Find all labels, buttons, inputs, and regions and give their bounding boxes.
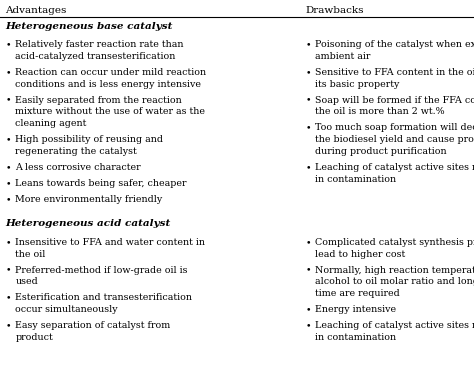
Text: Sensitive to FFA content in the oil due to: Sensitive to FFA content in the oil due … — [315, 68, 474, 77]
Text: Leans towards being safer, cheaper: Leans towards being safer, cheaper — [15, 179, 187, 188]
Text: Energy intensive: Energy intensive — [315, 305, 396, 314]
Text: •: • — [306, 305, 311, 314]
Text: •: • — [6, 293, 11, 302]
Text: product: product — [15, 333, 53, 342]
Text: alcohol to oil molar ratio and long reaction: alcohol to oil molar ratio and long reac… — [315, 277, 474, 287]
Text: •: • — [6, 40, 11, 49]
Text: Drawbacks: Drawbacks — [306, 6, 364, 15]
Text: time are required: time are required — [315, 289, 400, 298]
Text: Easy separation of catalyst from: Easy separation of catalyst from — [15, 321, 171, 330]
Text: acid-catalyzed transesterification: acid-catalyzed transesterification — [15, 52, 176, 61]
Text: the oil: the oil — [15, 249, 46, 259]
Text: •: • — [6, 179, 11, 188]
Text: •: • — [6, 135, 11, 144]
Text: Soap will be formed if the FFA content in: Soap will be formed if the FFA content i… — [315, 96, 474, 105]
Text: •: • — [306, 40, 311, 49]
Text: in contamination: in contamination — [315, 333, 396, 342]
Text: •: • — [306, 96, 311, 105]
Text: the oil is more than 2 wt.%: the oil is more than 2 wt.% — [315, 107, 445, 116]
Text: •: • — [6, 195, 11, 204]
Text: Insensitive to FFA and water content in: Insensitive to FFA and water content in — [15, 238, 205, 247]
Text: in contamination: in contamination — [315, 175, 396, 184]
Text: cleaning agent: cleaning agent — [15, 119, 87, 128]
Text: Heterogeneous acid catalyst: Heterogeneous acid catalyst — [6, 219, 171, 228]
Text: its basic property: its basic property — [315, 80, 400, 89]
Text: Normally, high reaction temperature, high: Normally, high reaction temperature, hig… — [315, 266, 474, 275]
Text: •: • — [6, 321, 11, 330]
Text: •: • — [306, 238, 311, 247]
Text: •: • — [306, 266, 311, 275]
Text: Reaction can occur under mild reaction: Reaction can occur under mild reaction — [15, 68, 206, 77]
Text: •: • — [6, 68, 11, 77]
Text: Esterification and transesterification: Esterification and transesterification — [15, 293, 192, 302]
Text: Leaching of catalyst active sites may result: Leaching of catalyst active sites may re… — [315, 321, 474, 330]
Text: •: • — [6, 163, 11, 172]
Text: used: used — [15, 277, 38, 287]
Text: regenerating the catalyst: regenerating the catalyst — [15, 147, 137, 156]
Text: lead to higher cost: lead to higher cost — [315, 249, 406, 259]
Text: Advantages: Advantages — [6, 6, 67, 15]
Text: Relatively faster reaction rate than: Relatively faster reaction rate than — [15, 40, 184, 49]
Text: Preferred-method if low-grade oil is: Preferred-method if low-grade oil is — [15, 266, 188, 275]
Text: Heterogeneous base catalyst: Heterogeneous base catalyst — [6, 22, 173, 31]
Text: •: • — [6, 96, 11, 105]
Text: •: • — [306, 124, 311, 132]
Text: •: • — [306, 321, 311, 330]
Text: occur simultaneously: occur simultaneously — [15, 305, 118, 314]
Text: Too much soap formation will decrease: Too much soap formation will decrease — [315, 124, 474, 132]
Text: mixture without the use of water as the: mixture without the use of water as the — [15, 107, 205, 116]
Text: More environmentally friendly: More environmentally friendly — [15, 195, 163, 204]
Text: Easily separated from the reaction: Easily separated from the reaction — [15, 96, 182, 105]
Text: Complicated catalyst synthesis procedures: Complicated catalyst synthesis procedure… — [315, 238, 474, 247]
Text: during product purification: during product purification — [315, 147, 447, 156]
Text: Leaching of catalyst active sites may result: Leaching of catalyst active sites may re… — [315, 163, 474, 172]
Text: •: • — [306, 163, 311, 172]
Text: the biodiesel yield and cause problems: the biodiesel yield and cause problems — [315, 135, 474, 144]
Text: •: • — [6, 238, 11, 247]
Text: •: • — [306, 68, 311, 77]
Text: •: • — [6, 266, 11, 275]
Text: A less corrosive character: A less corrosive character — [15, 163, 141, 172]
Text: Poisoning of the catalyst when exposed to: Poisoning of the catalyst when exposed t… — [315, 40, 474, 49]
Text: High possibility of reusing and: High possibility of reusing and — [15, 135, 163, 144]
Text: ambient air: ambient air — [315, 52, 371, 61]
Text: conditions and is less energy intensive: conditions and is less energy intensive — [15, 80, 201, 89]
